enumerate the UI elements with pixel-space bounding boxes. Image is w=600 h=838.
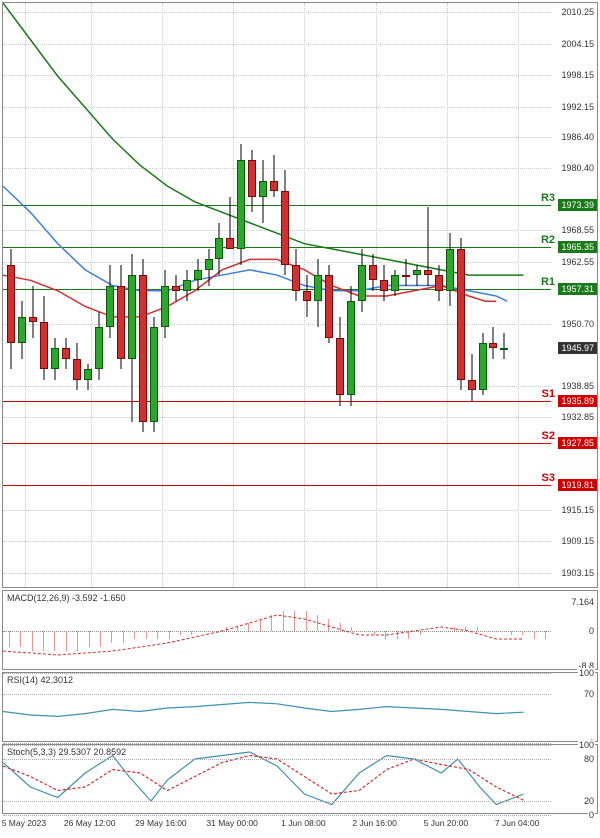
macd-line	[3, 591, 551, 671]
main-price-chart[interactable]: R3R2R1S1S2S3 1903.151909.151915.151932.8…	[2, 2, 598, 588]
stoch-indicator[interactable]: Stoch(5,3,3) 29.5307 20.8592 10080200	[2, 744, 598, 814]
moving-averages	[3, 3, 551, 589]
macd-indicator[interactable]: MACD(12,26,9) -3.592 -1.650 7.1640-8.8	[2, 590, 598, 670]
x-axis: 5 May 202326 May 12:0029 May 16:0031 May…	[2, 816, 598, 836]
stoch-lines	[3, 745, 551, 815]
rsi-line	[3, 673, 551, 743]
rsi-indicator[interactable]: RSI(14) 42.3012 100700	[2, 672, 598, 742]
